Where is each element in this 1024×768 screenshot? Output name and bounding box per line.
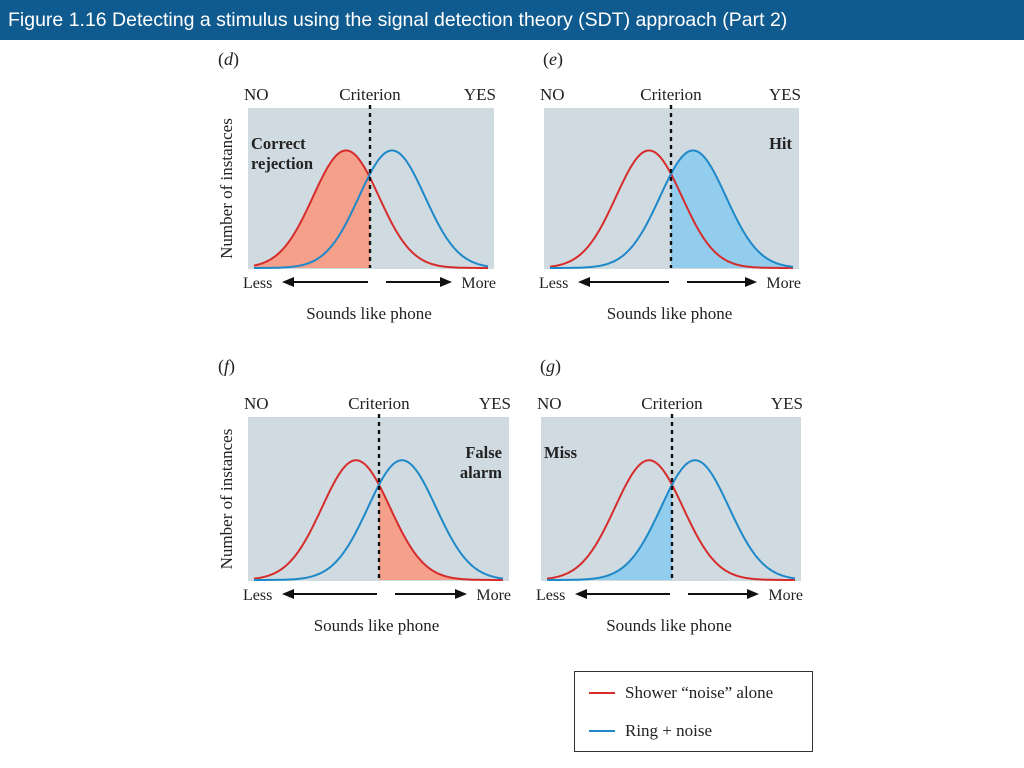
ylabel-f: Number of instances (217, 429, 236, 570)
yes-label-g: YES (771, 394, 803, 413)
signal-curve-f (254, 459, 504, 581)
page-title: Figure 1.16 Detecting a stimulus using t… (8, 9, 788, 31)
yes-label-e: YES (769, 85, 801, 104)
legend-signal-label: Ring + noise (625, 721, 713, 740)
more-arrowhead-d (440, 277, 452, 287)
criterion-label-f: Criterion (348, 394, 410, 413)
less-label-f: Less (243, 587, 272, 604)
shaded-region-e (671, 150, 793, 268)
less-label-g: Less (536, 587, 565, 604)
more-label-g: More (768, 587, 803, 604)
panel-letter-f: (f) (218, 356, 236, 376)
more-label-d: More (461, 275, 496, 292)
legend-item-signal: Ring + noise (589, 721, 712, 741)
panel-letter-e: (e) (543, 49, 563, 69)
shaded-region-g (547, 484, 672, 580)
less-arrowhead-d (282, 277, 294, 287)
criterion-label-d: Criterion (339, 85, 401, 104)
panel-letter-d: (d) (218, 49, 239, 69)
region-label-e-0: Hit (769, 134, 792, 153)
xlabel-f: Sounds like phone (314, 616, 440, 635)
criterion-label-g: Criterion (641, 394, 703, 413)
less-arrowhead-g (575, 589, 587, 599)
panel-letter-g: (g) (540, 356, 561, 376)
no-label-d: NO (244, 85, 269, 104)
region-label-g-0: Miss (544, 443, 578, 462)
shaded-region-f (379, 484, 503, 580)
noise-curve-g (546, 459, 795, 581)
yes-label-f: YES (479, 394, 511, 413)
xlabel-e: Sounds like phone (607, 304, 733, 323)
no-label-f: NO (244, 394, 269, 413)
ylabel-d: Number of instances (217, 118, 236, 259)
no-label-g: NO (537, 394, 562, 413)
legend-noise-label: Shower “noise” alone (625, 683, 774, 702)
legend-item-noise: Shower “noise” alone (589, 683, 773, 703)
region-label-f-1: alarm (460, 463, 502, 482)
less-arrowhead-f (282, 589, 294, 599)
no-label-e: NO (540, 85, 565, 104)
legend-signal-swatch (589, 730, 615, 732)
more-label-f: More (476, 587, 511, 604)
title-bar: Figure 1.16 Detecting a stimulus using t… (0, 0, 1024, 40)
region-label-d-0: Correct (251, 134, 306, 153)
more-label-e: More (766, 275, 801, 292)
legend: Shower “noise” alone Ring + noise (574, 671, 813, 752)
less-label-d: Less (243, 275, 272, 292)
shaded-region-d (254, 150, 370, 268)
xlabel-d: Sounds like phone (306, 304, 432, 323)
less-arrowhead-e (578, 277, 590, 287)
xlabel-g: Sounds like phone (606, 616, 732, 635)
more-arrowhead-f (455, 589, 467, 599)
region-label-f-0: False (465, 443, 502, 462)
less-label-e: Less (539, 275, 568, 292)
more-arrowhead-e (745, 277, 757, 287)
more-arrowhead-g (747, 589, 759, 599)
yes-label-d: YES (464, 85, 496, 104)
region-label-d-1: rejection (251, 154, 313, 173)
legend-noise-swatch (589, 692, 615, 694)
criterion-label-e: Criterion (640, 85, 702, 104)
